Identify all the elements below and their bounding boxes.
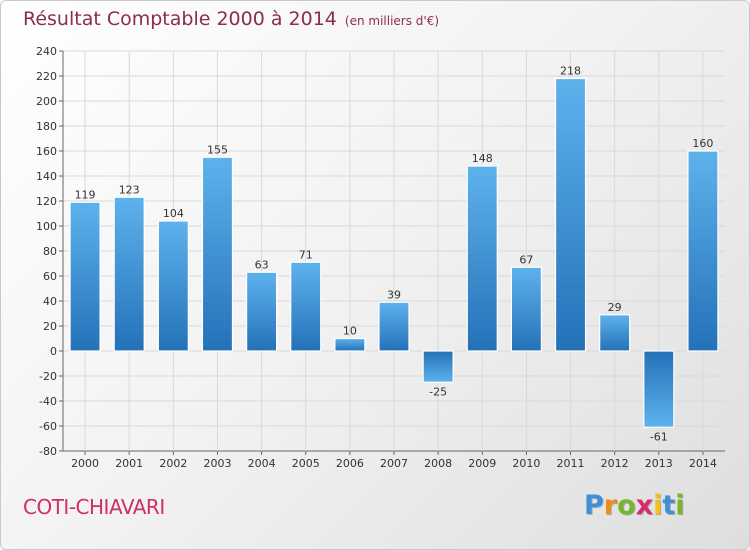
bar-2000 bbox=[69, 201, 101, 352]
data-label-2003: 155 bbox=[207, 143, 228, 156]
data-label-2010: 67 bbox=[519, 253, 533, 266]
y-tick-label: 20 bbox=[43, 320, 57, 333]
data-label-2004: 63 bbox=[255, 258, 269, 271]
data-label-2014: 160 bbox=[692, 137, 713, 150]
bar-2009 bbox=[466, 165, 498, 352]
y-tick-label: 240 bbox=[36, 45, 57, 58]
bar-2013 bbox=[643, 350, 675, 428]
y-tick-label: -20 bbox=[39, 370, 57, 383]
logo-letter: x bbox=[635, 490, 654, 521]
bar-2005 bbox=[290, 261, 322, 352]
data-label-2001: 123 bbox=[119, 183, 140, 196]
logo-letter: i bbox=[675, 490, 685, 521]
data-label-2013: -61 bbox=[650, 430, 668, 443]
y-tick-label: 120 bbox=[36, 195, 57, 208]
x-tick-label: 2007 bbox=[380, 457, 408, 470]
bar-2001 bbox=[113, 196, 145, 352]
x-tick-label: 2013 bbox=[645, 457, 673, 470]
logo-letter: P bbox=[584, 490, 604, 521]
bar-2011 bbox=[554, 77, 587, 352]
label-layer: -80-60-40-200204060801001201401601802002… bbox=[36, 45, 717, 470]
bar-2002 bbox=[157, 220, 189, 352]
data-label-2008: -25 bbox=[429, 385, 447, 398]
x-tick-label: 2009 bbox=[468, 457, 496, 470]
x-tick-label: 2010 bbox=[512, 457, 540, 470]
logo-letter: i bbox=[653, 490, 663, 521]
x-tick-label: 2003 bbox=[203, 457, 231, 470]
y-tick-label: 0 bbox=[50, 345, 57, 358]
city-name: COTI-CHIAVARI bbox=[23, 495, 165, 519]
data-label-2006: 10 bbox=[343, 325, 357, 338]
y-tick-label: 60 bbox=[43, 270, 57, 283]
y-tick-label: -80 bbox=[39, 445, 57, 458]
y-tick-label: 180 bbox=[36, 120, 57, 133]
x-tick-label: 2002 bbox=[159, 457, 187, 470]
data-label-2009: 148 bbox=[472, 152, 493, 165]
x-tick-label: 2000 bbox=[71, 457, 99, 470]
logo-letter: r bbox=[603, 490, 618, 521]
y-tick-label: 200 bbox=[36, 95, 57, 108]
y-tick-label: 40 bbox=[43, 295, 57, 308]
bar-2004 bbox=[246, 271, 278, 352]
data-label-2005: 71 bbox=[299, 248, 313, 261]
y-tick-label: 80 bbox=[43, 245, 57, 258]
y-tick-label: 220 bbox=[36, 70, 57, 83]
chart-title: Résultat Comptable 2000 à 2014 (en millie… bbox=[23, 8, 439, 30]
x-tick-label: 2012 bbox=[601, 457, 629, 470]
y-tick-label: -40 bbox=[39, 395, 57, 408]
bar-2014 bbox=[687, 150, 719, 352]
y-tick-label: 160 bbox=[36, 145, 57, 158]
bar-2008 bbox=[422, 350, 454, 383]
y-tick-label: 140 bbox=[36, 170, 57, 183]
data-label-2011: 218 bbox=[560, 65, 581, 78]
bar-2012 bbox=[599, 314, 631, 352]
logo-letter: t bbox=[662, 490, 676, 521]
x-tick-label: 2008 bbox=[424, 457, 452, 470]
x-tick-label: 2001 bbox=[115, 457, 143, 470]
logo-letter: o bbox=[617, 490, 636, 521]
bar-layer bbox=[69, 77, 719, 428]
data-label-2000: 119 bbox=[75, 188, 96, 201]
data-label-2002: 104 bbox=[163, 207, 184, 220]
title-unit: (en milliers d'€) bbox=[344, 14, 440, 28]
bar-2006 bbox=[334, 337, 366, 352]
x-tick-label: 2014 bbox=[689, 457, 717, 470]
title-text: Résultat Comptable 2000 à 2014 bbox=[23, 8, 337, 30]
x-tick-label: 2004 bbox=[248, 457, 276, 470]
bar-2010 bbox=[510, 266, 542, 352]
data-label-2007: 39 bbox=[387, 288, 401, 301]
proxiti-logo: Proxiti bbox=[584, 490, 685, 521]
y-tick-label: -60 bbox=[39, 420, 57, 433]
data-label-2012: 29 bbox=[608, 301, 622, 314]
bar-2007 bbox=[378, 301, 410, 352]
bar-2003 bbox=[201, 156, 234, 352]
x-tick-label: 2006 bbox=[336, 457, 364, 470]
y-tick-label: 100 bbox=[36, 220, 57, 233]
x-tick-label: 2011 bbox=[557, 457, 585, 470]
x-tick-label: 2005 bbox=[292, 457, 320, 470]
